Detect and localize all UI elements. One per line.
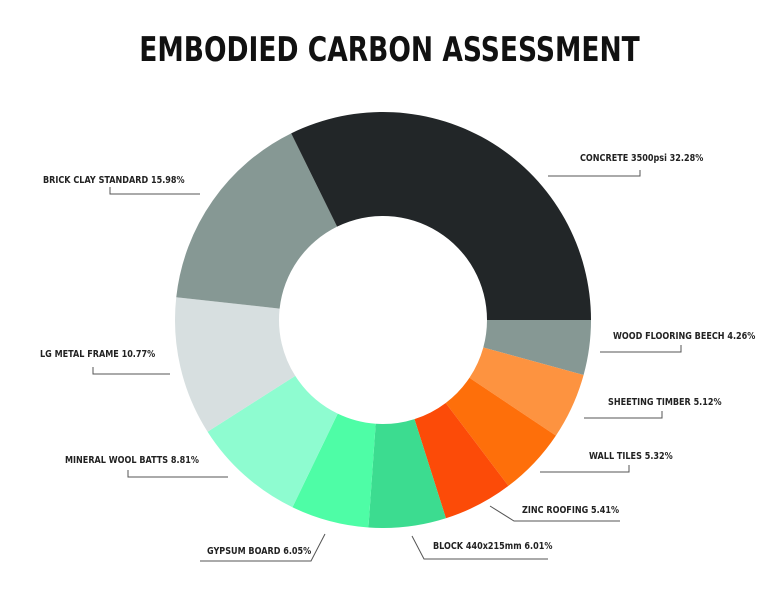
slice-mineral-wool-batts <box>207 375 338 508</box>
label-wall-tiles: WALL TILES 5.32% <box>589 451 673 462</box>
slice-concrete-3500psi <box>291 112 591 321</box>
slice-wall-tiles <box>445 377 556 486</box>
label-zinc-roofing: ZINC ROOFING 5.41% <box>522 505 620 516</box>
label-gypsum-board: GYPSUM BOARD 6.05% <box>207 546 312 557</box>
slice-sheeting-timber <box>469 347 584 436</box>
slice-block-440x215mm <box>368 419 446 528</box>
slice-zinc-roofing <box>414 402 509 519</box>
label-brick: BRICK CLAY STANDARD 15.98% <box>43 175 185 186</box>
label-mineral-wool: MINERAL WOOL BATTS 8.81% <box>65 455 199 466</box>
chart-title: EMBODIED CARBON ASSESSMENT <box>139 30 640 70</box>
label-lg-metal-frame: LG METAL FRAME 10.77% <box>40 349 156 360</box>
slice-gypsum-board <box>292 413 376 528</box>
label-block: BLOCK 440x215mm 6.01% <box>433 541 553 552</box>
slice-lg-metal-frame <box>175 297 296 432</box>
callout-lines <box>92 170 682 562</box>
slice-wood-flooring-beech <box>483 320 591 376</box>
label-concrete: CONCRETE 3500psi 32.28% <box>580 153 704 164</box>
slice-brick-clay-standard <box>176 133 338 309</box>
label-wood-flooring: WOOD FLOORING BEECH 4.26% <box>613 331 756 342</box>
label-sheeting-timber: SHEETING TIMBER 5.12% <box>608 397 722 408</box>
